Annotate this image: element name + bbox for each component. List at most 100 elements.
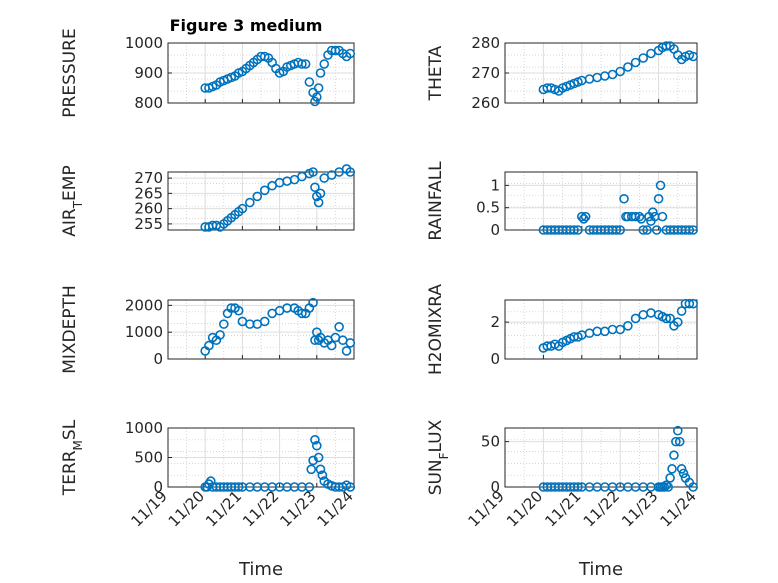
y-axis-label: TERRMSL xyxy=(60,419,85,496)
data-point xyxy=(297,308,307,319)
data-point xyxy=(661,480,672,490)
data-point xyxy=(623,321,633,331)
data-point xyxy=(688,51,698,62)
y-tick-label: 1000 xyxy=(125,419,163,437)
data-point xyxy=(676,306,687,316)
series-markers xyxy=(200,297,356,356)
y-tick-label: 2000 xyxy=(125,296,163,314)
data-point xyxy=(684,298,695,309)
data-point xyxy=(311,92,322,102)
data-point xyxy=(578,214,589,224)
data-point xyxy=(308,297,318,308)
data-point xyxy=(308,167,318,177)
data-point xyxy=(580,211,591,222)
subplot-4: 0 0.5 1 RAINFALL xyxy=(426,161,698,241)
y-tick-label: 1 xyxy=(490,176,500,194)
data-point xyxy=(655,180,666,191)
data-point xyxy=(219,319,229,329)
data-point xyxy=(661,313,672,324)
data-point xyxy=(569,225,579,235)
data-point xyxy=(315,188,326,199)
data-point xyxy=(245,197,255,208)
data-point xyxy=(576,211,587,222)
y-tick-label: 1000 xyxy=(125,323,163,341)
data-point xyxy=(672,317,683,327)
data-point xyxy=(313,452,324,463)
y-axis-label: RAINFALL xyxy=(426,161,446,241)
data-point xyxy=(611,225,622,235)
data-point xyxy=(233,305,244,316)
y-axis-label: THETA xyxy=(426,45,446,101)
data-point xyxy=(638,225,649,235)
series-markers xyxy=(200,164,356,232)
data-point xyxy=(665,313,675,324)
data-point xyxy=(648,207,658,217)
data-point xyxy=(665,473,675,483)
data-point xyxy=(259,316,270,327)
data-point xyxy=(345,167,356,177)
data-point xyxy=(653,193,664,204)
data-point xyxy=(304,77,315,87)
data-point xyxy=(642,225,652,235)
data-point xyxy=(313,83,324,93)
data-point xyxy=(688,482,698,492)
data-point xyxy=(630,313,641,324)
data-point xyxy=(252,191,263,202)
data-point xyxy=(204,340,214,351)
data-point xyxy=(215,330,225,340)
data-point xyxy=(205,476,216,486)
data-point xyxy=(317,470,328,481)
y-tick-label: 1000 xyxy=(125,34,163,52)
data-point xyxy=(345,338,356,348)
data-point xyxy=(615,324,626,335)
data-point xyxy=(345,48,356,59)
y-axis-label: SUNFLUX xyxy=(426,419,451,495)
data-point xyxy=(310,96,320,107)
data-point xyxy=(310,434,320,445)
data-point xyxy=(634,211,645,222)
y-tick-label: 0.5 xyxy=(476,199,500,217)
data-point xyxy=(688,298,698,309)
y-tick-label: 265 xyxy=(134,184,163,202)
axes-box xyxy=(167,171,355,231)
figure-title: Figure 3 medium xyxy=(170,16,323,35)
x-axis-label: Time xyxy=(578,559,623,580)
data-point xyxy=(659,482,670,492)
series-markers xyxy=(200,434,356,492)
data-point xyxy=(306,464,317,475)
data-point xyxy=(669,450,679,461)
series-markers xyxy=(538,180,698,235)
y-tick-label: 270 xyxy=(134,169,163,187)
data-point xyxy=(233,482,244,492)
series-markers xyxy=(200,45,356,107)
data-point xyxy=(623,62,633,72)
y-tick-label: 50 xyxy=(481,433,500,451)
data-point xyxy=(326,340,337,351)
series-markers xyxy=(538,425,698,492)
y-tick-label: 900 xyxy=(134,64,163,82)
subplot-2: 260 270 280 THETA xyxy=(426,34,698,112)
data-point xyxy=(667,464,677,474)
data-point xyxy=(297,59,307,69)
data-point xyxy=(300,59,311,69)
data-point xyxy=(657,211,668,222)
y-axis-label: H2OMIXRA xyxy=(426,284,446,375)
data-point xyxy=(345,482,356,492)
data-point xyxy=(678,468,689,479)
data-point xyxy=(674,436,685,447)
axes-box xyxy=(167,299,355,360)
y-tick-label: 0 xyxy=(490,478,500,496)
y-axis-label: PRESSURE xyxy=(60,28,80,117)
y-tick-label: 280 xyxy=(471,34,500,52)
axes-box xyxy=(504,299,698,360)
x-axis-label: Time xyxy=(238,559,283,580)
data-point xyxy=(630,211,641,222)
data-point xyxy=(259,185,270,196)
data-point xyxy=(334,322,344,332)
data-point xyxy=(304,482,315,492)
data-point xyxy=(638,53,649,63)
data-point xyxy=(663,482,674,492)
